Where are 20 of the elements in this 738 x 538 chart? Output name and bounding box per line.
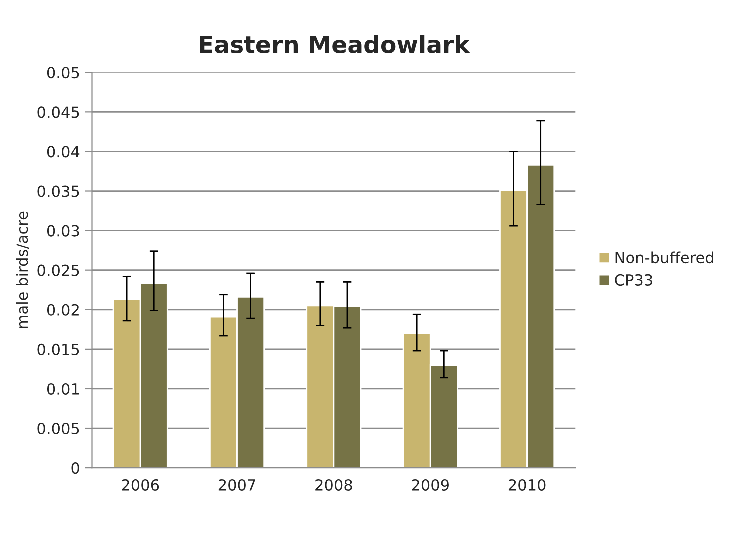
- x-tick-label: 2008: [316, 479, 352, 491]
- y-tick-label: 0.025: [38, 264, 80, 276]
- y-tick-label: 0.01: [47, 383, 80, 395]
- y-tick-label: 0.04: [47, 146, 80, 158]
- y-tick-label: 0: [72, 462, 80, 474]
- chart-title: Eastern Meadowlark: [200, 35, 470, 54]
- legend-label: CP33: [615, 274, 652, 286]
- x-tick-label: 2006: [122, 479, 160, 491]
- y-tick-label: 0.035: [38, 186, 80, 198]
- x-tick-label: 2010: [508, 479, 546, 491]
- x-tick-label: 2007: [218, 479, 256, 491]
- y-tick-label: 0.03: [47, 225, 80, 237]
- y-tick-label: 0.015: [38, 344, 80, 356]
- y-tick-label: 0.05: [47, 67, 80, 79]
- y-tick-label: 0.005: [38, 422, 80, 435]
- legend-label: Non-buffered: [616, 252, 714, 264]
- y-tick-label: 0.045: [38, 106, 80, 118]
- y-tick-label: 0.02: [47, 304, 79, 316]
- y-axis-title: male birds/acre: [16, 212, 30, 328]
- x-tick-label: 2009: [412, 479, 449, 491]
